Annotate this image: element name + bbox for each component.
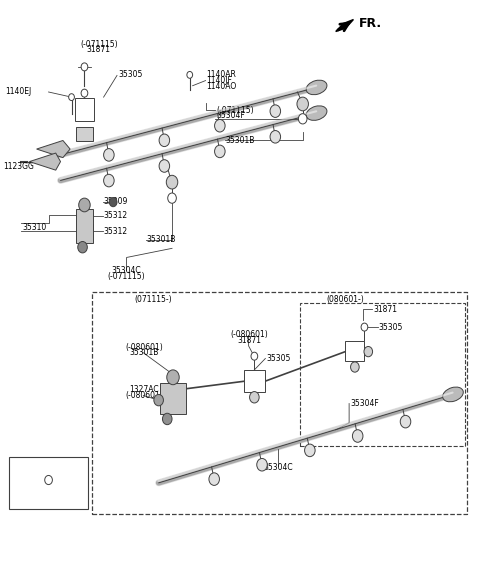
Circle shape [297,97,309,111]
Circle shape [361,323,368,331]
Text: 35312: 35312 [104,227,128,236]
Circle shape [104,174,114,187]
Circle shape [215,145,225,158]
Circle shape [400,415,411,428]
Circle shape [305,444,315,456]
Bar [75,98,94,121]
Text: 1140AO: 1140AO [206,82,237,91]
Bar [76,209,93,243]
Text: (-080601): (-080601) [125,343,163,352]
Bar [300,303,465,446]
Ellipse shape [306,80,327,95]
Text: 35305: 35305 [266,354,291,363]
Circle shape [270,105,281,117]
Circle shape [215,120,225,132]
Circle shape [78,241,87,253]
Text: (-080601): (-080601) [231,330,268,339]
Text: (-071115): (-071115) [108,272,145,281]
Circle shape [166,175,178,189]
Text: 1140AR: 1140AR [206,70,236,80]
Text: 1140JF: 1140JF [206,76,232,85]
Circle shape [270,130,281,143]
Circle shape [364,347,372,357]
Circle shape [350,362,359,372]
Circle shape [209,473,219,486]
Text: 31871: 31871 [238,336,262,345]
Ellipse shape [443,387,463,402]
Text: 1140EJ: 1140EJ [36,467,62,476]
Circle shape [251,352,258,360]
Text: 35305: 35305 [118,70,143,80]
Text: (-071115): (-071115) [80,39,118,49]
Bar [244,370,265,392]
Polygon shape [29,153,60,170]
Circle shape [352,430,363,442]
Circle shape [159,160,169,172]
Bar [92,292,468,514]
Bar [9,457,88,509]
Text: 35301B: 35301B [130,348,159,358]
Circle shape [257,459,267,471]
Bar [76,128,93,141]
Circle shape [69,94,74,101]
Circle shape [81,63,88,71]
Text: 35304C: 35304C [112,266,142,275]
Text: 1327AC: 1327AC [130,386,159,394]
Circle shape [81,89,88,97]
Text: 1123GG: 1123GG [3,162,34,170]
Circle shape [154,395,163,406]
Text: 35310: 35310 [22,223,47,232]
Text: 35301B: 35301B [147,235,176,244]
Circle shape [109,197,117,206]
Circle shape [79,198,90,212]
Bar [345,341,364,362]
Circle shape [162,413,172,424]
Circle shape [167,370,179,385]
Circle shape [45,475,52,484]
Circle shape [299,114,307,124]
Circle shape [250,392,259,403]
Text: 35309: 35309 [104,197,128,206]
Text: (071115-): (071115-) [135,295,172,304]
Text: 35312: 35312 [104,211,128,220]
Text: 35304F: 35304F [216,112,245,121]
Text: 31871: 31871 [373,305,397,314]
Text: 35301B: 35301B [226,136,255,145]
Text: 31871: 31871 [87,45,111,54]
Text: (-080601): (-080601) [125,391,163,400]
Text: 35305: 35305 [379,323,403,332]
Text: 1140EJ: 1140EJ [5,88,32,97]
Circle shape [104,149,114,161]
Text: (-071115): (-071115) [216,106,254,115]
Text: 35304F: 35304F [350,399,379,408]
Circle shape [159,134,169,146]
Text: (080601-): (080601-) [326,295,364,304]
Circle shape [168,193,176,203]
Polygon shape [36,141,70,158]
Circle shape [187,72,192,78]
Ellipse shape [306,106,327,120]
Text: FR.: FR. [359,17,382,30]
Text: 35304C: 35304C [264,463,293,472]
Polygon shape [336,19,353,31]
Bar [159,383,186,414]
